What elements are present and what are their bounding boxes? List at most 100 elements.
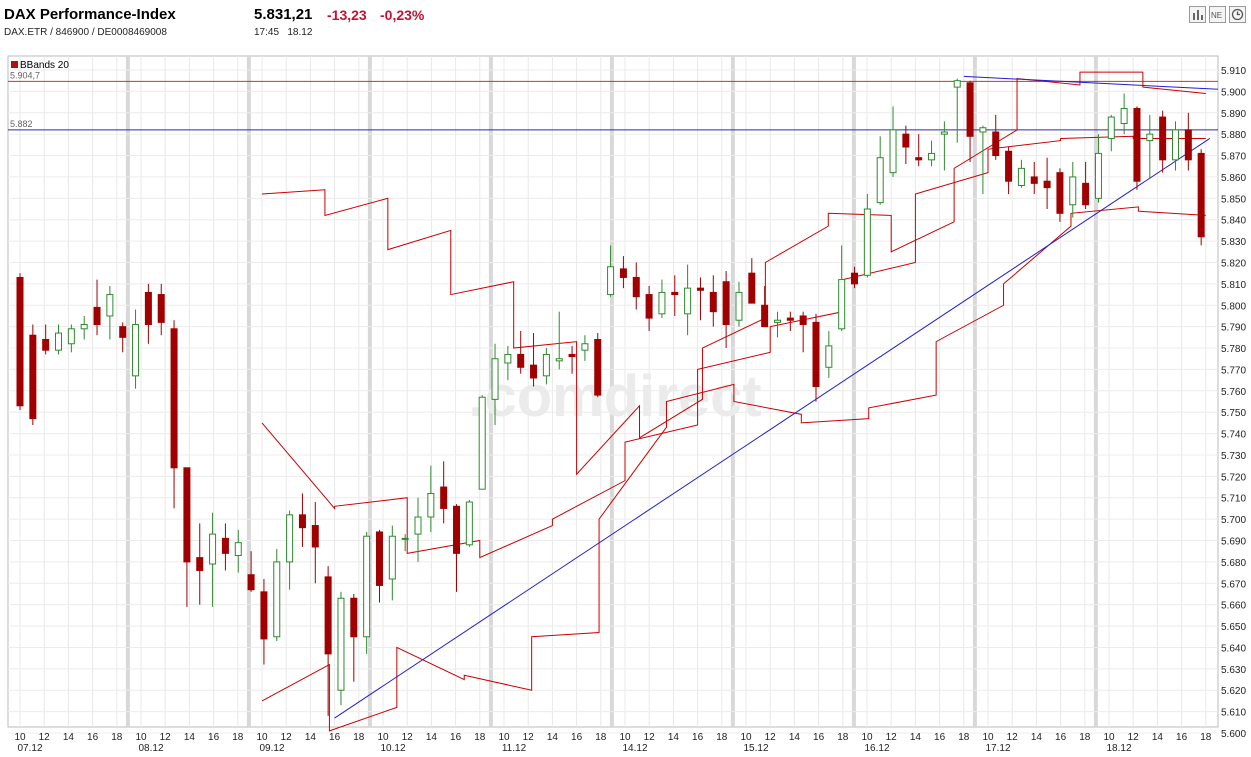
clock-icon[interactable] — [1229, 6, 1246, 23]
x-hour-label: 16 — [1176, 732, 1188, 743]
candle-body — [247, 574, 255, 591]
candle-body — [465, 501, 473, 546]
candle-body — [119, 326, 127, 338]
candle-body — [594, 338, 602, 396]
x-hour-label: 12 — [1007, 732, 1019, 743]
candle-body — [1107, 116, 1115, 139]
candle-body — [838, 279, 846, 330]
candle-body — [902, 133, 910, 148]
candle-body — [1005, 150, 1013, 182]
x-hour-label: 18 — [353, 732, 365, 743]
candle-body — [1146, 133, 1154, 142]
legend-swatch — [11, 61, 18, 68]
candle-body — [1017, 167, 1025, 186]
x-hour-label: 10 — [135, 732, 147, 743]
x-date-label: 18.12 — [1106, 743, 1131, 754]
day-separator — [488, 56, 493, 727]
candle-body — [234, 542, 242, 556]
last-price: 5.831,21 — [254, 6, 313, 23]
y-tick-label: 5.770 — [1221, 365, 1246, 376]
x-hour-label: 10 — [498, 732, 510, 743]
candle-body — [979, 127, 987, 133]
x-hour-label: 18 — [232, 732, 244, 743]
candle-body — [555, 358, 563, 362]
candle-body — [581, 343, 589, 351]
y-tick-label: 5.700 — [1221, 515, 1246, 526]
candle-body — [632, 276, 640, 298]
x-hour-label: 18 — [595, 732, 607, 743]
y-tick-label: 5.790 — [1221, 323, 1246, 334]
x-hour-label: 18 — [111, 732, 123, 743]
index-title: DAX Performance-Index — [4, 6, 176, 23]
y-tick-label: 5.910 — [1221, 66, 1246, 77]
x-hour-label: 12 — [1128, 732, 1140, 743]
y-tick-label: 5.630 — [1221, 665, 1246, 676]
candle-body — [786, 317, 794, 321]
y-tick-label: 5.720 — [1221, 472, 1246, 483]
day-separator — [730, 56, 735, 727]
candle-body — [619, 268, 627, 278]
x-date-label: 09.12 — [259, 743, 284, 754]
candle-body — [812, 321, 820, 388]
x-hour-label: 16 — [692, 732, 704, 743]
news-icon[interactable]: NE — [1209, 6, 1226, 23]
y-tick-label: 5.780 — [1221, 344, 1246, 355]
candle-body — [761, 304, 769, 328]
candle-body — [273, 561, 281, 638]
x-hour-label: 16 — [208, 732, 220, 743]
candle-body — [453, 505, 461, 554]
candle-body — [170, 328, 178, 469]
candle-body — [1159, 116, 1167, 161]
x-hour-label: 10 — [14, 732, 26, 743]
legend-label: BBands 20 — [20, 60, 69, 71]
candle-body — [55, 332, 63, 351]
y-tick-label: 5.820 — [1221, 258, 1246, 269]
candle-body — [889, 129, 897, 174]
day-separator — [125, 56, 130, 727]
candle-body — [928, 152, 936, 161]
x-date-label: 15.12 — [743, 743, 768, 754]
candle-body — [992, 131, 1000, 157]
y-tick-label: 5.890 — [1221, 109, 1246, 120]
x-hour-label: 12 — [523, 732, 535, 743]
y-tick-label: 5.620 — [1221, 686, 1246, 697]
candle-body — [311, 525, 319, 548]
candle-body — [953, 80, 961, 88]
x-hour-label: 12 — [160, 732, 172, 743]
candle-body — [375, 531, 383, 586]
y-tick-label: 5.710 — [1221, 494, 1246, 505]
y-tick-label: 5.730 — [1221, 451, 1246, 462]
candle-body — [722, 281, 730, 326]
candle-body — [568, 353, 576, 358]
x-hour-label: 10 — [619, 732, 631, 743]
candle-body — [1030, 176, 1038, 184]
candle-body — [799, 315, 807, 326]
y-tick-label: 5.870 — [1221, 152, 1246, 163]
candle-body — [67, 328, 75, 345]
candle-body — [1184, 129, 1192, 161]
candle-body — [260, 591, 268, 640]
x-date-label: 16.12 — [864, 743, 889, 754]
candle-body — [93, 306, 101, 326]
x-hour-label: 18 — [716, 732, 728, 743]
candle-body — [1197, 152, 1205, 238]
price-change-percent: -0,23% — [380, 7, 425, 23]
candle-body — [478, 396, 486, 490]
x-hour-label: 10 — [256, 732, 268, 743]
candle-body — [440, 486, 448, 509]
candle-body — [517, 353, 525, 368]
x-hour-label: 14 — [305, 732, 317, 743]
bar-chart-icon[interactable] — [1189, 6, 1206, 23]
day-separator — [609, 56, 614, 727]
candle-body — [530, 364, 538, 379]
day-separator — [851, 56, 856, 727]
candle-body — [645, 294, 653, 319]
candle-body — [735, 291, 743, 321]
candle-body — [388, 535, 396, 580]
x-hour-label: 12 — [402, 732, 414, 743]
day-separator — [367, 56, 372, 727]
y-tick-label: 5.740 — [1221, 430, 1246, 441]
x-hour-label: 12 — [886, 732, 898, 743]
instrument-identifiers: DAX.ETR / 846900 / DE0008469008 — [4, 27, 167, 38]
watermark-text: .comdirect — [468, 364, 761, 429]
